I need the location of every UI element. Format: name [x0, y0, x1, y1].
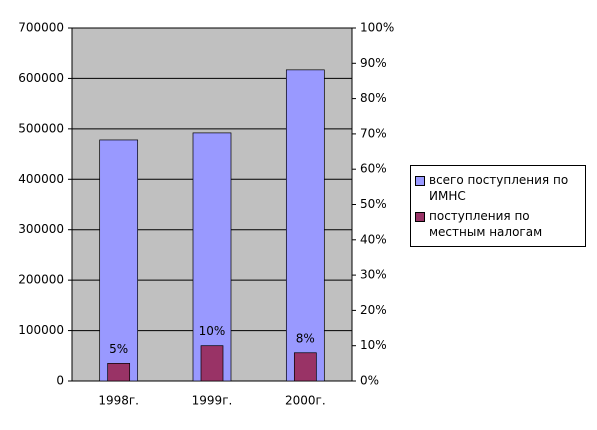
y2-tick-label: 100% [360, 21, 394, 35]
bar [293, 352, 317, 382]
x-tick-label: 1998г. [98, 394, 139, 408]
bar [200, 345, 224, 382]
data-label: 10% [199, 324, 226, 338]
bar [99, 139, 139, 382]
bar [107, 363, 131, 382]
legend: всего поступления по ИМНС поступления по … [410, 165, 586, 247]
y2-tick-label: 20% [360, 303, 387, 317]
y2-tick-label: 80% [360, 91, 387, 105]
data-label: 8% [296, 331, 315, 345]
y2-tick-label: 40% [360, 232, 387, 246]
y2-tick-label: 90% [360, 56, 387, 70]
y-tick-label: 700000 [18, 21, 64, 35]
data-label: 5% [109, 342, 128, 356]
legend-swatch [415, 212, 425, 222]
y-tick-label: 200000 [18, 273, 64, 287]
x-tick-label: 1999г. [192, 394, 233, 408]
y-tick-label: 400000 [18, 172, 64, 186]
legend-entry: поступления по местным налогам [411, 206, 585, 242]
bar [192, 132, 232, 382]
legend-entry: всего поступления по ИМНС [411, 170, 585, 206]
y2-tick-label: 10% [360, 338, 387, 352]
bar [285, 69, 325, 382]
y2-tick-label: 0% [360, 374, 379, 388]
y-tick-label: 100000 [18, 323, 64, 337]
y-tick-label: 600000 [18, 71, 64, 85]
y2-tick-label: 30% [360, 268, 387, 282]
y-tick-label: 300000 [18, 222, 64, 236]
x-tick-label: 2000г. [285, 394, 326, 408]
y-tick-label: 500000 [18, 121, 64, 135]
y2-tick-label: 60% [360, 162, 387, 176]
y-tick-label: 0 [56, 374, 64, 388]
legend-swatch [415, 176, 425, 186]
y2-tick-label: 70% [360, 126, 387, 140]
legend-label: поступления по местным налогам [429, 209, 543, 239]
legend-label: всего поступления по ИМНС [429, 173, 569, 203]
y2-tick-label: 50% [360, 197, 387, 211]
